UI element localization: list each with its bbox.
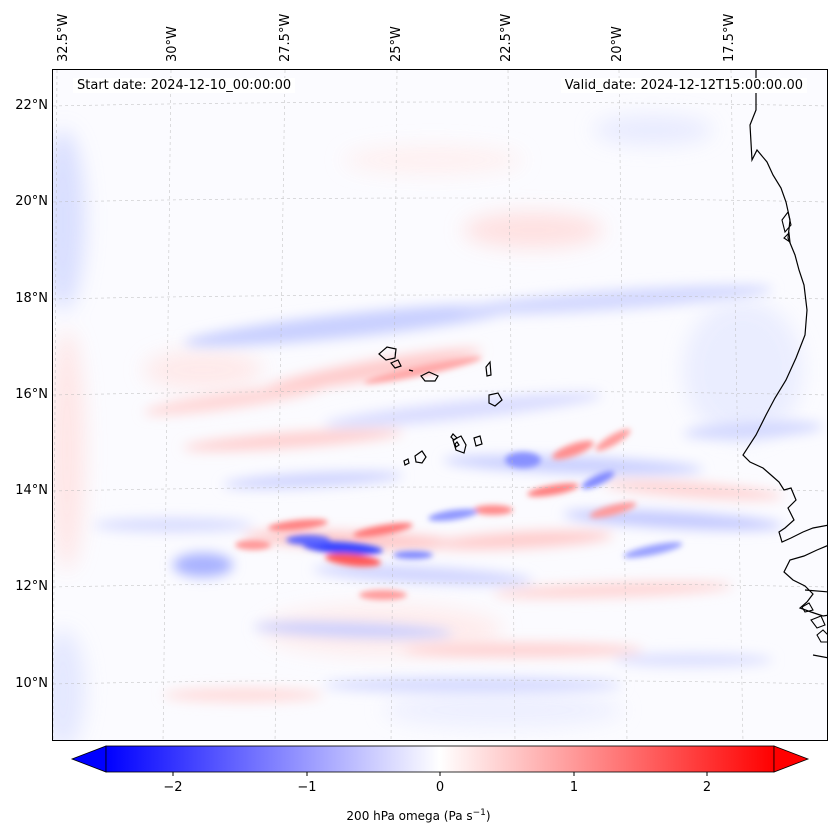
lat-label-16n: 16°N: [15, 387, 48, 402]
colorbar-tick-label: −2: [163, 780, 183, 795]
valid-date-label: Valid_date: 2024-12-12T15:00:00.00: [560, 78, 807, 93]
colorbar-ramp: [105, 745, 775, 773]
omega-field-map: [53, 70, 827, 740]
lat-label-14n: 14°N: [15, 483, 48, 498]
colorbar-ticks: [172, 772, 708, 776]
coastline-africa: [742, 70, 827, 659]
colorbar-max-extend: [773, 745, 810, 773]
colorbar-label: 200 hPa omega (Pa s−1): [346, 808, 491, 823]
colorbar: [70, 745, 810, 776]
lat-label-22n: 22°N: [15, 98, 48, 113]
colorbar-tick-label: −1: [297, 780, 317, 795]
omega-field-shading: [53, 115, 823, 740]
colorbar-tick-label: 0: [435, 780, 445, 795]
coastline-africa-islands: [781, 210, 827, 643]
lat-label-10n: 10°N: [15, 676, 48, 691]
map-gridlines: [53, 70, 827, 740]
colorbar-min-extend: [70, 745, 107, 773]
start-date-label: Start date: 2024-12-10_00:00:00: [73, 78, 296, 93]
lat-label-18n: 18°N: [15, 291, 48, 306]
lat-label-20n: 20°N: [15, 194, 48, 209]
colorbar-tick-label: 2: [702, 780, 712, 795]
lat-label-12n: 12°N: [15, 579, 48, 594]
colorbar-tick-label: 1: [569, 780, 579, 795]
map-panel: Start date: 2024-12-10_00:00:00 Valid_da…: [52, 69, 828, 741]
cape-verde-islands: [378, 346, 503, 466]
